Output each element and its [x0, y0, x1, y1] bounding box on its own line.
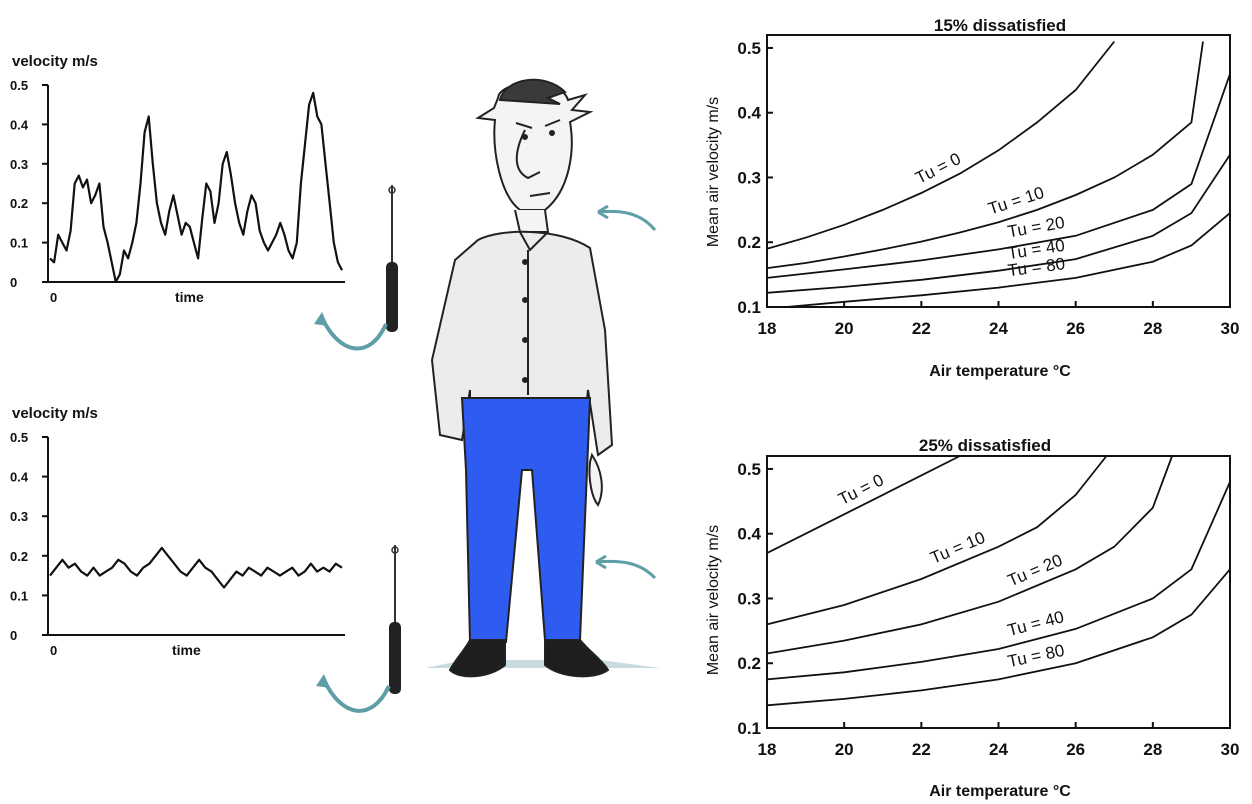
curve — [786, 212, 1231, 308]
x-tick-label: 20 — [835, 319, 854, 338]
air-flow-arrow-icon — [597, 204, 657, 231]
draught-chart-25: 25% dissatisfied 18 20 22 24 26 28 30 0.1 0.2 0.3… — [705, 436, 1240, 800]
person-illustration — [425, 78, 660, 678]
y-tick-label: 0.5 — [10, 430, 28, 445]
x-tick-label: 24 — [989, 740, 1008, 759]
y-tick-label: 0 — [10, 275, 17, 290]
illustration — [314, 78, 660, 713]
y-tick-label: 0.3 — [10, 157, 28, 172]
curve-label: Tu = 10 — [928, 528, 988, 568]
y-tick-label: 0.4 — [737, 525, 761, 544]
curve-label: Tu = 0 — [835, 470, 886, 509]
draught-chart-15: 15% dissatisfied 18 20 22 24 26 28 30 0.1 0.2 0.3… — [705, 16, 1240, 380]
y-tick-label: 0.1 — [737, 298, 761, 317]
x-origin-label: 0 — [50, 643, 57, 658]
curve — [766, 154, 1231, 294]
air-flow-arrow-icon — [595, 554, 657, 580]
y-tick-label: 0.5 — [10, 78, 28, 93]
y-tick-label: 0.3 — [737, 168, 761, 187]
curve-label: Tu = 20 — [1005, 551, 1065, 591]
x-origin-label: 0 — [50, 290, 57, 305]
y-axis-label: Mean air velocity m/s — [705, 97, 722, 247]
y-tick-label: 0.2 — [737, 654, 761, 673]
x-tick-label: 22 — [912, 740, 931, 759]
chart-title: 15% dissatisfied — [934, 16, 1066, 35]
curve-label: Tu = 0 — [912, 149, 963, 188]
y-tick-label: 0.3 — [737, 589, 761, 608]
chart-title: velocity m/s — [12, 53, 98, 70]
curve — [766, 41, 1204, 269]
chart-title: 25% dissatisfied — [919, 436, 1051, 455]
curve — [766, 40, 1116, 250]
x-tick-label: 20 — [835, 740, 854, 759]
x-tick-label: 18 — [758, 740, 777, 759]
x-axis-label: Air temperature °C — [929, 363, 1071, 380]
x-tick-label: 24 — [989, 319, 1008, 338]
y-tick-label: 0.1 — [737, 719, 761, 738]
y-tick-label: 0.4 — [10, 117, 29, 132]
y-tick-label: 0.5 — [737, 39, 761, 58]
x-axis-label: Air temperature °C — [929, 783, 1071, 800]
plot-frame — [766, 34, 1231, 308]
x-tick-label: 26 — [1066, 319, 1085, 338]
x-tick-label: 26 — [1066, 740, 1085, 759]
curve — [766, 568, 1231, 707]
curve — [766, 481, 1231, 681]
x-tick-label: 22 — [912, 319, 931, 338]
y-tick-label: 0.2 — [737, 233, 761, 252]
x-axis-label: time — [175, 289, 204, 305]
x-tick-label: 30 — [1221, 740, 1240, 759]
steady-velocity-chart: velocity m/s 0.5 0.4 0.3 0.2 0.1 0 0 time — [10, 405, 345, 658]
x-axis-label: time — [172, 642, 201, 658]
y-tick-label: 0.4 — [10, 470, 29, 485]
chart-title: velocity m/s — [12, 405, 98, 422]
curve — [766, 73, 1231, 279]
y-tick-label: 0.3 — [10, 509, 28, 524]
velocity-trace — [49, 546, 343, 589]
velocity-trace — [49, 91, 343, 284]
curve-label: Tu = 10 — [986, 183, 1047, 219]
curve-label: Tu = 40 — [1005, 607, 1065, 640]
x-tick-label: 30 — [1221, 319, 1240, 338]
velocity-probe-icon — [314, 185, 398, 351]
x-tick-label: 28 — [1143, 740, 1162, 759]
y-tick-label: 0 — [10, 628, 17, 643]
x-tick-label: 18 — [758, 319, 777, 338]
y-tick-label: 0.1 — [10, 236, 28, 251]
y-tick-label: 0.5 — [737, 460, 761, 479]
curve — [766, 455, 1108, 626]
y-tick-label: 0.1 — [10, 588, 28, 603]
fluctuating-velocity-chart: velocity m/s 0.5 0.4 0.3 0.2 0.1 0 0 time — [10, 53, 345, 305]
curve — [766, 455, 1173, 655]
y-axis-label: Mean air velocity m/s — [705, 525, 722, 675]
curve — [766, 455, 961, 554]
y-tick-label: 0.2 — [10, 549, 28, 564]
velocity-probe-icon — [316, 545, 401, 713]
x-tick-label: 28 — [1143, 319, 1162, 338]
y-tick-label: 0.4 — [737, 104, 761, 123]
y-tick-label: 0.2 — [10, 196, 28, 211]
